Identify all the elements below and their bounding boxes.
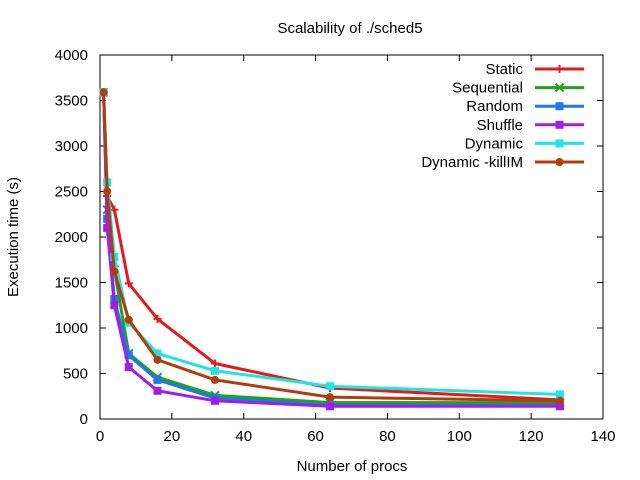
square-marker: [124, 363, 133, 372]
plus-marker: [110, 205, 119, 214]
y-axis-label: Execution time (s): [5, 177, 22, 297]
plus-marker: [210, 359, 219, 368]
x-tick-label: 40: [235, 428, 252, 445]
y-tick-label: 3500: [55, 93, 88, 110]
legend-item: Dynamic: [465, 135, 584, 152]
square-marker: [555, 390, 564, 399]
square-marker: [325, 402, 334, 411]
legend-label: Static: [485, 61, 523, 78]
circle-marker: [153, 355, 162, 364]
series-layer: [98, 87, 565, 411]
y-tick-label: 4000: [55, 47, 88, 64]
x-tick-label: 100: [447, 428, 472, 445]
cross-marker: [554, 82, 565, 93]
x-axis-label: Number of procs: [297, 458, 408, 475]
legend-item: Sequential: [452, 80, 584, 97]
square-marker: [210, 396, 219, 405]
x-tick-label: 120: [519, 428, 544, 445]
legend-label: Sequential: [452, 80, 523, 97]
square-marker: [555, 120, 564, 129]
square-marker: [153, 349, 162, 358]
y-tick-label: 1500: [55, 275, 88, 292]
series-line: [102, 92, 560, 408]
circle-marker: [99, 88, 108, 97]
square-marker: [555, 139, 564, 148]
legend-label: Random: [466, 98, 523, 115]
legend-item: Static: [485, 61, 584, 78]
series-5: [99, 88, 564, 405]
plot-frame: [99, 54, 604, 420]
circle-marker: [325, 393, 334, 402]
circle-marker: [124, 315, 133, 324]
x-tick-label: 20: [164, 428, 181, 445]
square-marker: [210, 366, 219, 375]
x-tick-label: 0: [96, 428, 104, 445]
x-tick-label: 60: [307, 428, 324, 445]
square-marker: [124, 351, 133, 360]
square-marker: [110, 301, 119, 310]
x-tick-label: 80: [379, 428, 396, 445]
legend-item: Shuffle: [477, 117, 584, 134]
legend-label: Dynamic: [465, 135, 524, 152]
legend-label: Dynamic -killIM: [421, 154, 523, 171]
plus-marker: [153, 314, 162, 323]
circle-marker: [103, 187, 112, 196]
plus-marker: [124, 279, 133, 288]
square-marker: [153, 375, 162, 384]
x-tick-label: 140: [590, 428, 615, 445]
legend-item: Dynamic -killIM: [421, 154, 584, 171]
circle-marker: [210, 375, 219, 384]
square-marker: [555, 102, 564, 111]
circle-marker: [555, 158, 564, 166]
circle-marker: [555, 396, 564, 405]
legend-label: Shuffle: [477, 117, 523, 134]
y-tick-label: 1000: [55, 320, 88, 337]
y-tick-label: 2000: [55, 229, 88, 246]
chart-title: Scalability of ./sched5: [277, 20, 422, 37]
legend-item: Random: [466, 98, 584, 115]
square-marker: [103, 223, 112, 232]
y-tick-label: 2500: [55, 184, 88, 201]
square-marker: [153, 386, 162, 395]
circle-marker: [110, 267, 119, 276]
y-tick-label: 500: [63, 366, 88, 383]
square-marker: [555, 402, 564, 411]
axis-ticks: 0 20 40 60 80 100 120 140 0 500 1000 1500 2000 2500 30…: [55, 47, 616, 445]
y-tick-label: 3000: [55, 138, 88, 155]
square-marker: [325, 382, 334, 391]
plus-marker: [555, 65, 564, 73]
series-line: [102, 92, 560, 403]
y-tick-label: 0: [80, 411, 88, 428]
